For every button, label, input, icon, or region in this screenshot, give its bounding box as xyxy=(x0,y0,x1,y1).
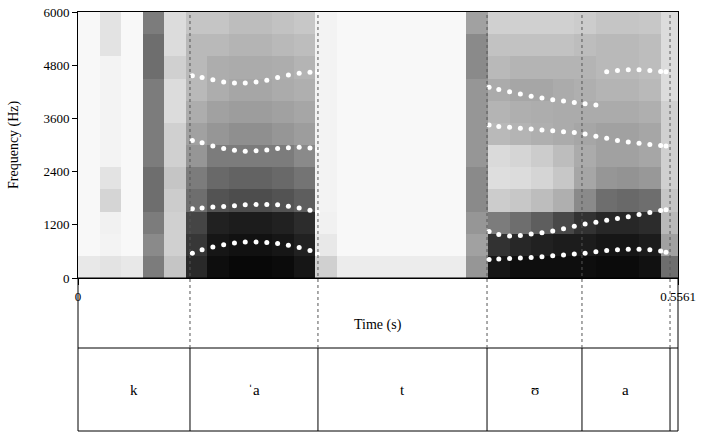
svg-text:2400: 2400 xyxy=(43,164,69,179)
svg-text:6000: 6000 xyxy=(43,5,69,20)
svg-text:ʊ: ʊ xyxy=(531,382,539,398)
svg-text:4800: 4800 xyxy=(43,58,69,73)
svg-text:1200: 1200 xyxy=(43,217,69,232)
svg-text:0: 0 xyxy=(63,271,70,286)
svg-text:0: 0 xyxy=(75,289,82,304)
svg-text:t: t xyxy=(400,382,405,398)
svg-text:ˈa: ˈa xyxy=(248,382,260,398)
svg-text:3600: 3600 xyxy=(43,111,69,126)
svg-text:k: k xyxy=(130,382,138,398)
svg-text:a: a xyxy=(622,382,629,398)
svg-text:Time (s): Time (s) xyxy=(354,317,402,333)
svg-text:0.5561: 0.5561 xyxy=(660,289,696,304)
svg-text:Frequency (Hz): Frequency (Hz) xyxy=(6,100,22,189)
